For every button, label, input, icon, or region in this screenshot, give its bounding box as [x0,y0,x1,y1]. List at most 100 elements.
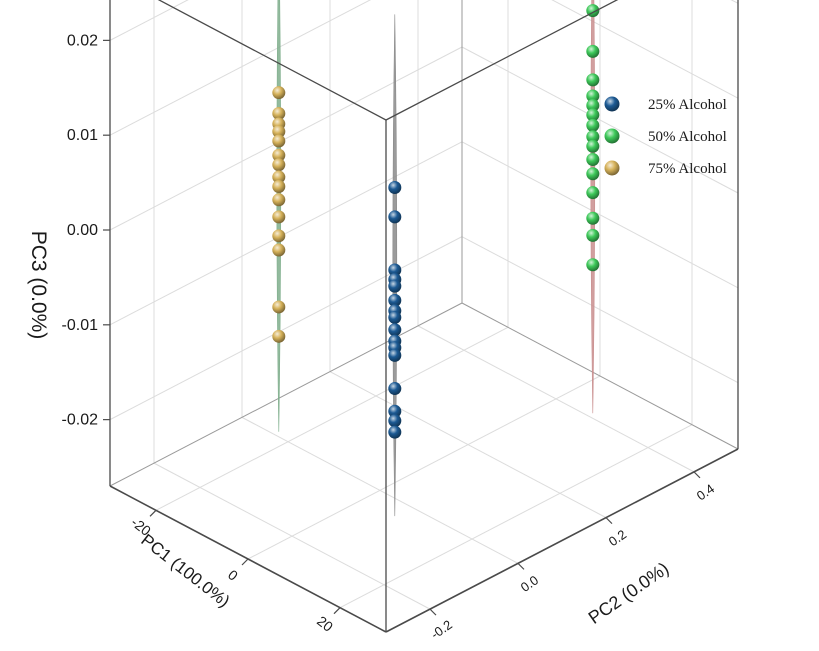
pc2-tick [517,562,525,570]
pc3-tick-label: -0.01 [62,317,99,334]
data-point [388,323,402,337]
legend: 25% Alcohol 50% Alcohol 75% Alcohol [604,96,727,177]
data-point [388,404,402,418]
data-point [586,73,600,87]
pc2-axis: PC2 (0.0%) -0.2 0.0 0.2 0.4 [428,471,717,642]
pc3-tick-label: 0.01 [67,127,98,144]
data-point [272,107,286,121]
data-point [388,382,402,396]
data-point [586,258,600,272]
data-point [272,243,286,257]
gridline-pc3-left-wall [109,141,463,326]
pc3-axis-title: PC3 (0.0%) [27,231,50,340]
series-50-alcohol [586,4,600,272]
legend-item: 25% Alcohol [604,96,727,113]
data-point [272,170,286,184]
pc3-tick-label: -0.02 [62,412,99,429]
front-box-edges [109,0,739,633]
legend-marker [604,128,620,144]
legend-item: 50% Alcohol [604,128,727,145]
data-point [388,293,402,307]
pc1-tick [333,607,341,615]
data-point [586,44,600,58]
box-edge-top-front-right [385,0,619,121]
data-point [272,134,286,148]
data-point [586,118,600,132]
data-point [388,279,402,293]
gridline-pc3-left-wall [109,0,372,136]
data-point [272,329,286,343]
gridline-pc2-floor [241,416,519,564]
data-point [388,425,402,439]
data-point [272,125,286,139]
pc2-tick [693,471,701,479]
data-point [272,229,286,243]
legend-marker [604,160,620,176]
pc2-tick-label: 0.4 [694,481,717,504]
gridline-pc1-floor [247,375,601,560]
box-edge-back-floor-right [461,302,739,450]
pc2-tick-label: -0.2 [428,617,455,642]
data-point [388,181,402,195]
gridline-pc3-left-wall [109,236,463,421]
box-edge-back-floor-left [109,302,463,487]
gridline-pc1-floor [339,424,693,609]
data-point [586,89,600,103]
series-75-alcohol [272,86,286,343]
legend-marker [604,96,620,112]
data-point [272,86,286,100]
data-point [388,414,402,428]
confidence-ellipse [590,0,596,414]
data-point [272,210,286,224]
pc1-tick [241,558,249,566]
data-point [388,310,402,324]
data-point [272,148,286,162]
gridline-pc3-left-wall [109,46,463,231]
gridline-pc3-left-wall [109,0,189,41]
legend-label: 75% Alcohol [648,161,727,177]
data-point [272,193,286,207]
pc3-tick-label: 0.00 [67,222,98,239]
series-25-alcohol [388,181,402,439]
data-points [272,4,600,439]
pc1-tick-label: 0 [225,566,241,584]
data-point [272,158,286,172]
legend-label: 50% Alcohol [648,129,727,145]
data-point [272,300,286,314]
box-edge-pc2-axis [385,448,739,633]
back-gridlines [109,0,739,610]
data-point [586,228,600,242]
gridline-pc2-floor [329,371,607,519]
data-point [586,152,600,166]
box-edge-top-front-left [157,0,387,121]
pc1-axis-title: PC1 (100.0%) [137,530,233,611]
data-point [586,186,600,200]
confidence-ellipses [276,0,596,517]
pc2-tick-label: 0.2 [606,527,629,550]
data-point [388,263,402,277]
data-point [272,180,286,194]
gridline-pc2-floor [417,325,695,473]
pc3-tick-label: 0.02 [67,32,98,49]
data-point [388,210,402,224]
data-point [586,167,600,181]
pc2-tick-label: 0.0 [518,572,541,595]
gridline-pc2-floor [153,462,431,610]
pc2-axis-title: PC2 (0.0%) [585,558,673,628]
data-point [586,211,600,225]
legend-item: 75% Alcohol [604,160,727,177]
pc3-axis: PC3 (0.0%) -0.02 -0.01 0.00 0.01 0.02 [27,32,110,429]
pc1-tick-label: 20 [314,613,336,635]
pc2-tick [605,517,613,525]
data-point [586,139,600,153]
legend-label: 25% Alcohol [648,97,727,113]
pc1-tick [149,509,157,517]
back-box-edges [109,0,739,487]
data-point [388,348,402,362]
pc2-tick [429,608,437,616]
data-point [586,130,600,144]
gridline-pc1-floor [155,326,509,511]
data-point [586,108,600,122]
